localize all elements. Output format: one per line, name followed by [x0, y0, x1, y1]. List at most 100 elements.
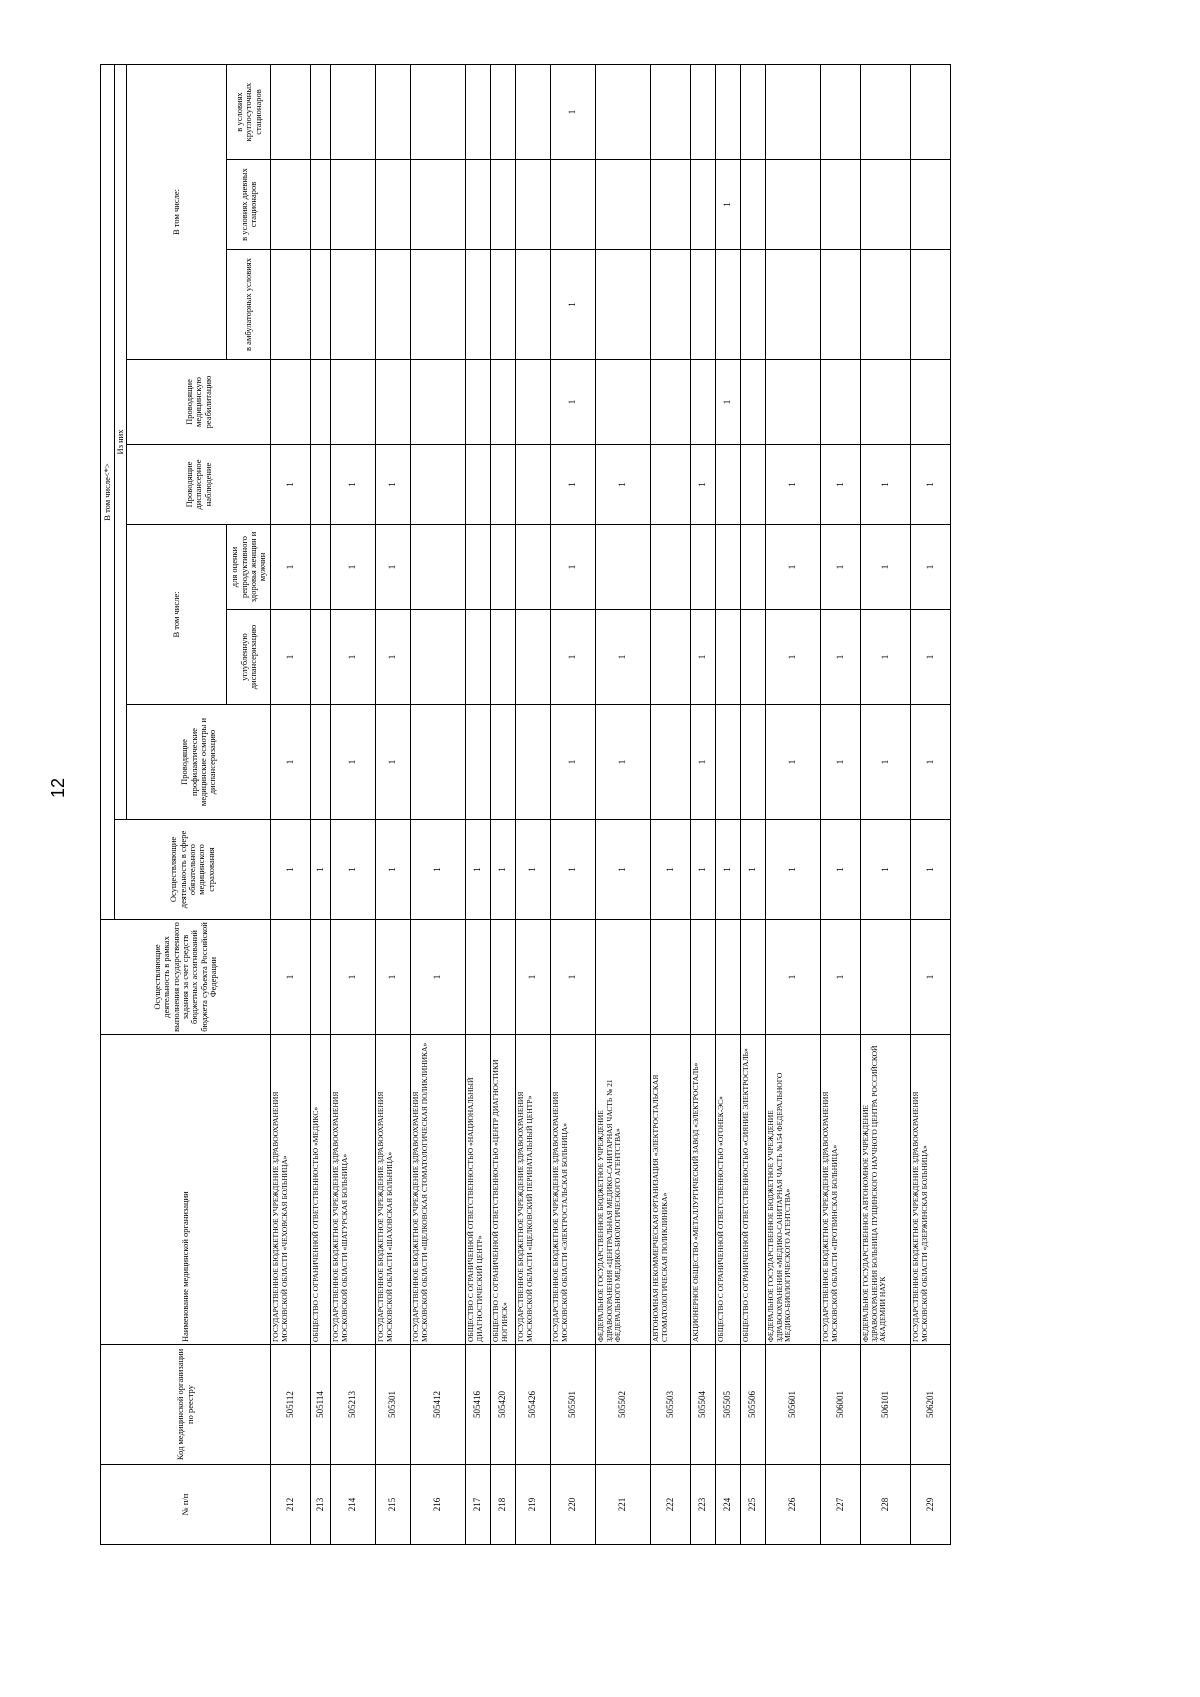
table-cell: 505412 — [410, 1344, 466, 1465]
table-cell — [410, 524, 466, 610]
table-cell: 226 — [765, 1464, 821, 1545]
table-cell: 1 — [550, 64, 596, 160]
table-cell: 505505 — [715, 1344, 741, 1465]
table-cell — [310, 359, 331, 445]
table-cell — [595, 359, 651, 445]
table-cell: 505426 — [515, 1344, 551, 1465]
table-cell: 228 — [860, 1464, 911, 1545]
table-row: 212 505112 ГОСУДАРСТВЕННОЕ БЮДЖЕТНОЕ УЧРЕЖ… — [270, 64, 311, 1545]
table-cell — [765, 249, 821, 360]
table-cell: 1 — [765, 444, 821, 525]
table-cell: 1 — [375, 819, 411, 920]
table-row: 227 506001 ГОСУДАРСТВЕННОЕ БЮДЖЕТНОЕ УЧРЕЖ… — [820, 64, 861, 1545]
header-cell: в условиях дневных стационаров — [226, 159, 271, 250]
table-cell — [410, 159, 466, 250]
table-cell: 227 — [820, 1464, 861, 1545]
org-name-cell: ФЕДЕРАЛЬНОЕ ГОСУДАРСТВЕННОЕ БЮДЖЕТНОЕ УЧ… — [595, 1034, 651, 1345]
header-cell: № п/п — [100, 1464, 271, 1545]
table-cell: 1 — [550, 819, 596, 920]
table-cell: 1 — [820, 524, 861, 610]
table-cell — [375, 359, 411, 445]
table-cell — [715, 64, 741, 160]
table-cell — [650, 159, 691, 250]
table-cell: 1 — [820, 704, 861, 820]
table-cell — [515, 359, 551, 445]
header-cell: Из них — [114, 64, 127, 820]
table-row: 216 505412 ГОСУДАРСТВЕННОЕ БЮДЖЕТНОЕ УЧРЕЖ… — [410, 64, 466, 1545]
table-cell — [740, 64, 766, 160]
table-cell: 215 — [375, 1464, 411, 1545]
table-row: 228 506101 ФЕДЕРАЛЬНОЕ ГОСУДАРСТВЕННОЕ АВТ… — [860, 64, 911, 1545]
table-cell: 505501 — [550, 1344, 596, 1465]
table-cell: 1 — [550, 919, 596, 1035]
table-cell — [860, 919, 911, 1035]
table-cell: 1 — [715, 159, 741, 250]
table-cell — [375, 159, 411, 250]
table-cell: 1 — [515, 819, 551, 920]
table-cell — [910, 159, 951, 250]
table-cell: 1 — [910, 919, 951, 1035]
table-cell: 219 — [515, 1464, 551, 1545]
table-cell: 1 — [860, 819, 911, 920]
table-cell — [410, 64, 466, 160]
table-cell: 1 — [330, 819, 376, 920]
table-cell: 1 — [310, 819, 331, 920]
table-cell — [595, 249, 651, 360]
table-cell — [310, 704, 331, 820]
header-cell: для оценки репродуктивного здоровья женщ… — [226, 524, 271, 610]
table-cell: 505502 — [595, 1344, 651, 1465]
table-cell — [490, 359, 516, 445]
org-name-cell: ГОСУДАРСТВЕННОЕ БЮДЖЕТНОЕ УЧРЕЖДЕНИЕ ЗДР… — [515, 1034, 551, 1345]
table-cell — [270, 159, 311, 250]
table-cell — [650, 249, 691, 360]
table-cell: 1 — [715, 359, 741, 445]
table-cell — [690, 159, 716, 250]
table-cell: 1 — [860, 704, 911, 820]
table-cell — [690, 359, 716, 445]
org-name-cell: ОБЩЕСТВО С ОГРАНИЧЕННОЙ ОТВЕТСТВЕННОСТЬЮ… — [490, 1034, 516, 1345]
table-cell: 506001 — [820, 1344, 861, 1465]
table-cell — [740, 444, 766, 525]
table-cell: 1 — [375, 704, 411, 820]
table-cell — [595, 159, 651, 250]
table-cell — [650, 359, 691, 445]
table-cell: 218 — [490, 1464, 516, 1545]
table-cell: 1 — [550, 704, 596, 820]
table-cell: 1 — [860, 444, 911, 525]
table-cell — [860, 249, 911, 360]
table-cell — [715, 919, 741, 1035]
table-row: 219 505426 ГОСУДАРСТВЕННОЕ БЮДЖЕТНОЕ УЧРЕЖ… — [515, 64, 551, 1545]
table-cell — [490, 524, 516, 610]
table-cell: 1 — [765, 819, 821, 920]
table-cell — [490, 704, 516, 820]
table-row: 223 505504 АКЦИОНЕРНОЕ ОБЩЕСТВО «МЕТАЛЛУРГ… — [690, 64, 716, 1545]
table-cell: 1 — [270, 444, 311, 525]
table-cell: 1 — [690, 444, 716, 525]
table-cell — [310, 64, 331, 160]
header-cell: Проводящие диспансерное наблюдение — [126, 444, 271, 525]
table-cell — [715, 609, 741, 705]
table-row: 220 505501 ГОСУДАРСТВЕННОЕ БЮДЖЕТНОЕ УЧРЕЖ… — [550, 64, 596, 1545]
table: № п/п Код медицинской организации по рее… — [100, 64, 951, 1545]
org-name-cell: АВТОНОМНАЯ НЕКОММЕРЧЕСКАЯ ОРГАНИЗАЦИЯ «Э… — [650, 1034, 691, 1345]
header-cell: В том числе: — [126, 524, 227, 705]
table-cell — [410, 359, 466, 445]
table-row: 221 505502 ФЕДЕРАЛЬНОЕ ГОСУДАРСТВЕННОЕ БЮД… — [595, 64, 651, 1545]
table-cell — [515, 609, 551, 705]
table-cell — [330, 249, 376, 360]
table-cell — [740, 609, 766, 705]
table-cell: 1 — [820, 609, 861, 705]
table-cell: 1 — [595, 609, 651, 705]
table-cell: 1 — [690, 704, 716, 820]
table-cell — [330, 359, 376, 445]
table-cell — [465, 359, 491, 445]
table-cell: 1 — [270, 609, 311, 705]
table-cell: 1 — [490, 819, 516, 920]
table-cell: 1 — [820, 444, 861, 525]
table-cell: 1 — [595, 444, 651, 525]
header-cell: углубленную диспансеризацию — [226, 609, 271, 705]
table-cell — [910, 64, 951, 160]
table-cell — [310, 524, 331, 610]
table-cell: 221 — [595, 1464, 651, 1545]
